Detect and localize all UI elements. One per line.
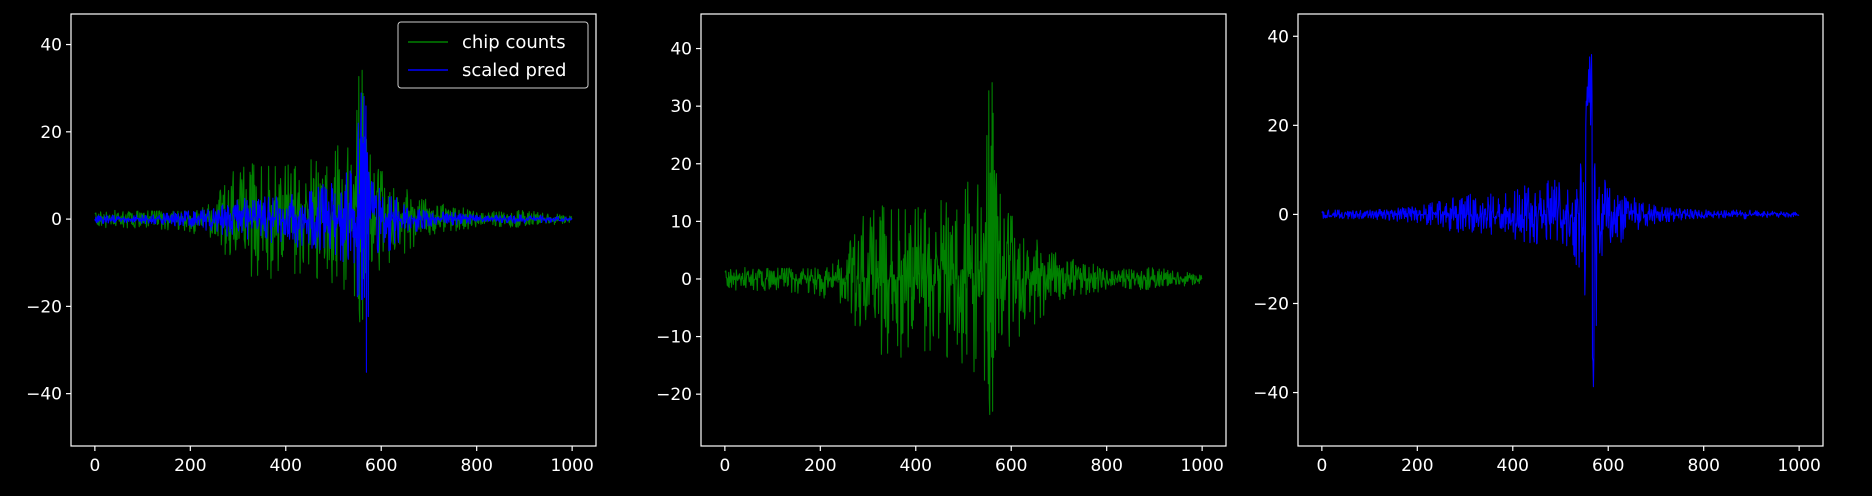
y-tick-label: 20 (40, 123, 62, 143)
axes-frame (700, 13, 1227, 447)
legend-box (397, 21, 589, 89)
plot-area-right (1298, 14, 1823, 446)
series-line-blue (1321, 53, 1800, 388)
series-group (94, 69, 573, 373)
x-tick-label: 800 (1090, 456, 1122, 476)
y-tick-label: 0 (681, 270, 692, 290)
legend-label: scaled pred (462, 60, 566, 81)
axes-frame (70, 13, 597, 447)
y-tick-label: 30 (670, 97, 692, 117)
y-tick-label: −10 (656, 328, 692, 348)
x-tick-label: 0 (89, 456, 100, 476)
series-line-scaled-pred (94, 92, 573, 373)
x-tick-label: 0 (719, 456, 730, 476)
y-tick-label: 40 (670, 40, 692, 60)
chart-panel-left: 0 200 400 600 800 1000 −40 −20 0 20 40 chip counts s… (26, 13, 597, 476)
chart-panel-right: 0 200 400 600 800 1000 −40 −20 0 20 40 (1253, 13, 1824, 476)
y-tick-label: 0 (51, 210, 62, 230)
axes-frame (1297, 13, 1824, 447)
x-tick-label: 200 (804, 456, 836, 476)
x-tick-label: 600 (995, 456, 1027, 476)
y-tick-label: −20 (26, 297, 62, 317)
chart-panel-middle: 0 200 400 600 800 1000 −20 −10 0 10 20 30 40 (656, 13, 1227, 476)
x-tick-label: 0 (1316, 456, 1327, 476)
series-group (724, 82, 1203, 416)
y-tick-label: 40 (1267, 27, 1289, 47)
y-tick-label: −40 (26, 385, 62, 405)
series-group (1321, 53, 1800, 388)
legend-label: chip counts (462, 32, 566, 53)
x-tick-label: 1000 (1181, 456, 1224, 476)
plot-area-middle (701, 14, 1226, 446)
y-tick-label: 20 (670, 155, 692, 175)
legend: chip counts scaled pred (397, 21, 589, 89)
x-tick-label: 400 (270, 456, 302, 476)
x-tick-label: 400 (900, 456, 932, 476)
x-tick-label: 200 (1401, 456, 1433, 476)
y-tick-label: −20 (1253, 294, 1289, 314)
x-tick-label: 1000 (1778, 456, 1821, 476)
y-tick-label: 20 (1267, 116, 1289, 136)
x-tick-label: 600 (1592, 456, 1624, 476)
y-tick-label: −40 (1253, 384, 1289, 404)
series-line-green (724, 82, 1203, 416)
x-tick-label: 600 (365, 456, 397, 476)
x-tick-label: 200 (174, 456, 206, 476)
y-tick-label: 0 (1278, 205, 1289, 225)
y-tick-label: −20 (656, 385, 692, 405)
x-tick-label: 400 (1497, 456, 1529, 476)
y-tick-label: 40 (40, 36, 62, 56)
y-tick-label: 10 (670, 212, 692, 232)
x-tick-label: 800 (1687, 456, 1719, 476)
x-tick-label: 800 (460, 456, 492, 476)
x-tick-label: 1000 (551, 456, 594, 476)
